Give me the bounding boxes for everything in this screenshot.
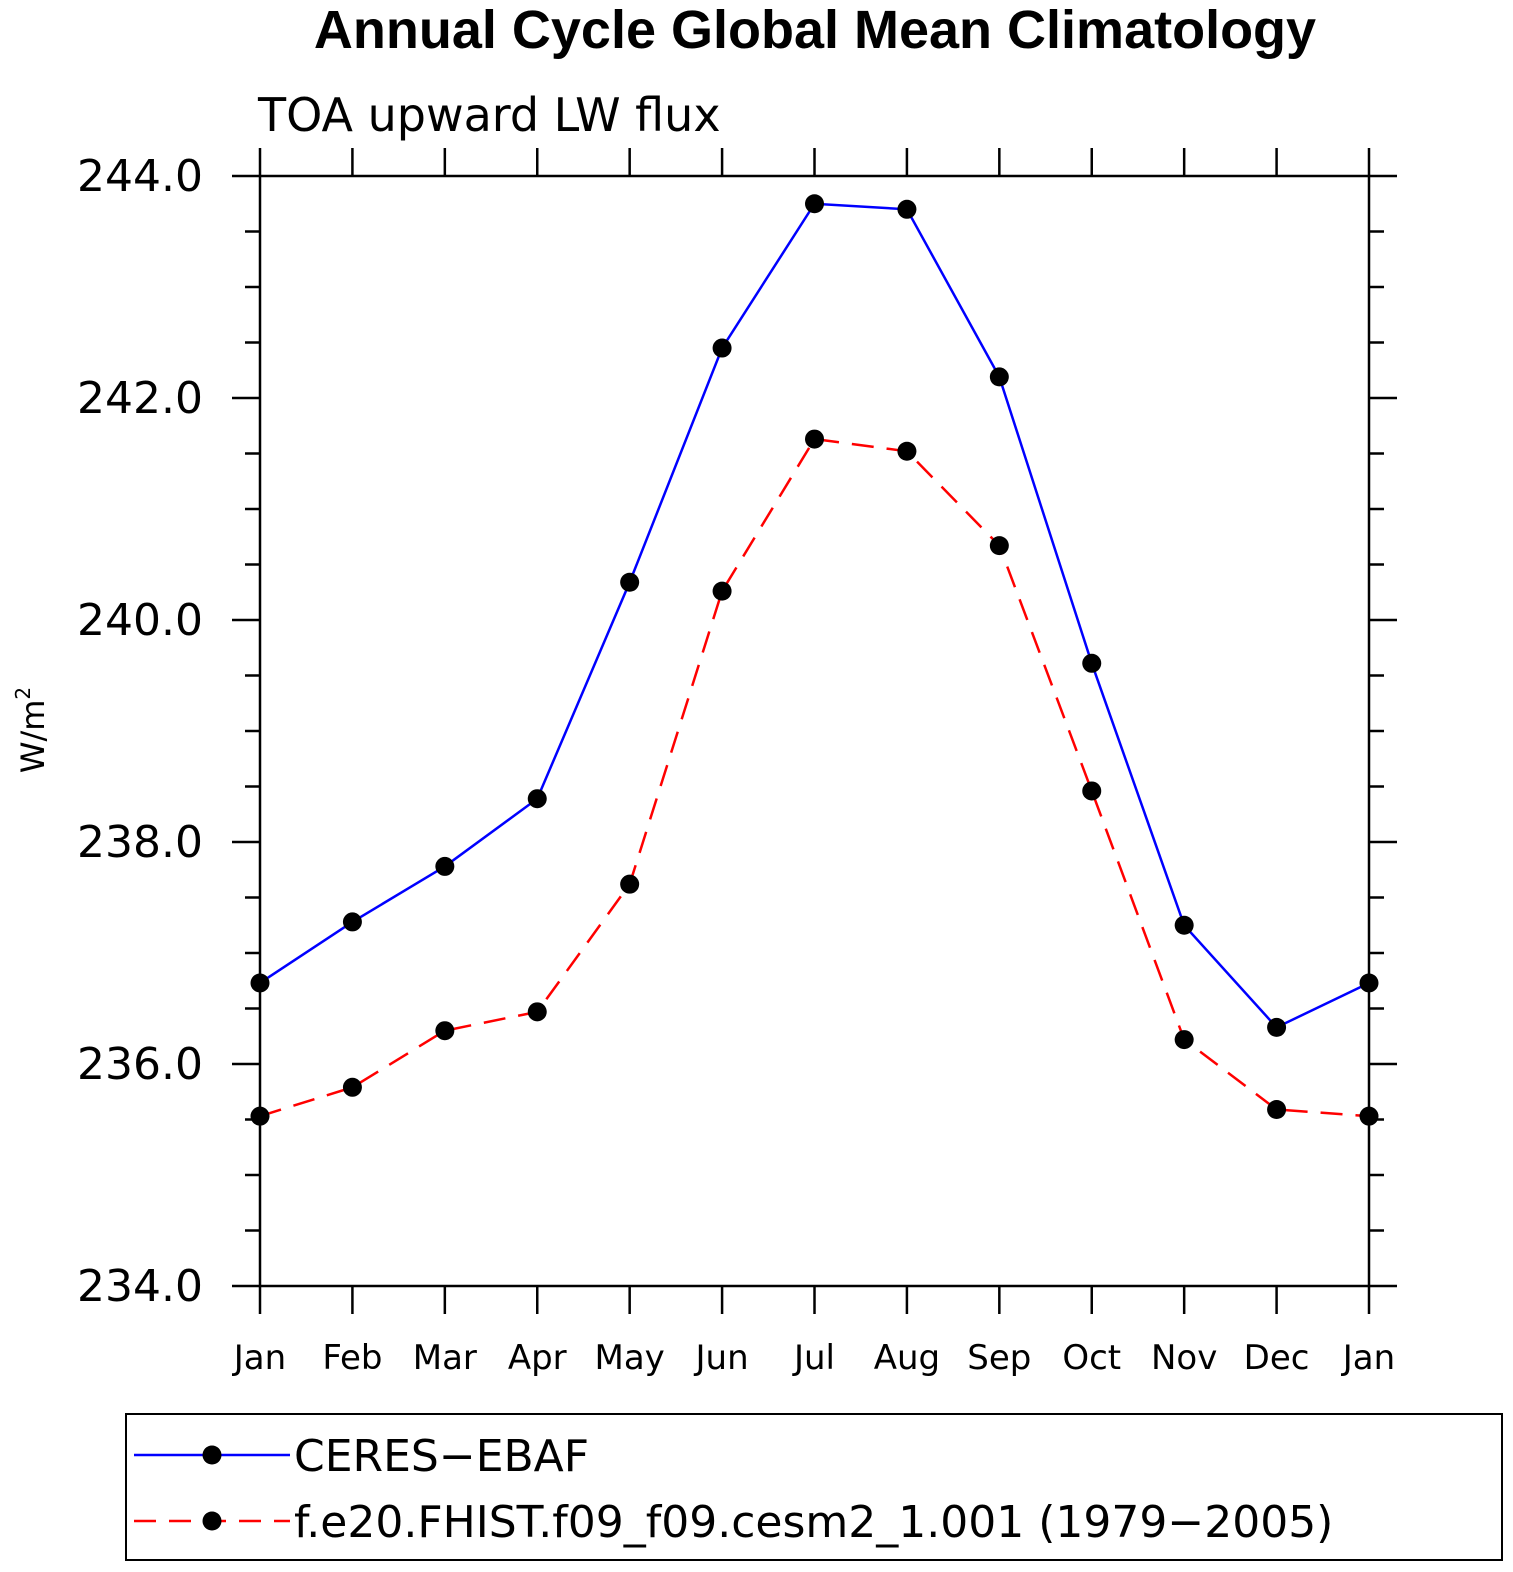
data-point bbox=[620, 874, 640, 894]
data-point bbox=[250, 1106, 270, 1126]
legend-label-2: f.e20.FHIST.f09_f09.cesm2_1.001 (1979−20… bbox=[294, 1497, 1333, 1548]
y-tick-label: 242.0 bbox=[77, 373, 203, 424]
data-point bbox=[435, 856, 455, 876]
data-point bbox=[805, 194, 824, 214]
data-point bbox=[250, 973, 270, 993]
legend-marker-1 bbox=[202, 1445, 222, 1465]
x-tick-label: May bbox=[595, 1338, 665, 1378]
data-point bbox=[527, 789, 547, 809]
x-tick-label: Jan bbox=[1341, 1338, 1395, 1378]
chart-title: Annual Cycle Global Mean Climatology bbox=[314, 0, 1316, 60]
data-point bbox=[712, 338, 732, 358]
data-point bbox=[989, 536, 1009, 556]
series-line bbox=[259, 437, 1370, 1118]
data-point bbox=[1174, 1030, 1194, 1050]
series-2 bbox=[250, 429, 1379, 1126]
data-point bbox=[1359, 1106, 1379, 1126]
data-point bbox=[435, 1021, 455, 1041]
series-group bbox=[250, 194, 1379, 1126]
y-tick-label: 240.0 bbox=[77, 595, 203, 646]
data-point bbox=[342, 912, 362, 932]
x-tick-label: Mar bbox=[413, 1338, 477, 1378]
y-tick-label: 244.0 bbox=[77, 151, 203, 202]
y-tick-label: 236.0 bbox=[77, 1039, 203, 1090]
plot-frame bbox=[258, 174, 1371, 1288]
series-line bbox=[259, 202, 1370, 1029]
x-tick-label: Jan bbox=[232, 1338, 286, 1378]
x-tick-label: Apr bbox=[508, 1338, 567, 1378]
x-tick-label: Dec bbox=[1244, 1338, 1310, 1378]
axes: 234.0 236.0 238.0 240.0 242.0 244.0 Jan Feb Mar A… bbox=[77, 148, 1397, 1378]
data-point bbox=[897, 441, 917, 461]
data-point bbox=[1082, 653, 1102, 673]
data-point bbox=[1359, 973, 1379, 993]
data-point bbox=[1267, 1017, 1287, 1037]
x-tick-label: Aug bbox=[874, 1338, 940, 1378]
data-point bbox=[1174, 915, 1194, 935]
y-tick-label: 234.0 bbox=[77, 1261, 203, 1312]
legend-label-1: CERES−EBAF bbox=[294, 1431, 589, 1482]
series-1 bbox=[250, 194, 1379, 1037]
x-tick-label: Jul bbox=[792, 1338, 835, 1378]
legend-box bbox=[125, 1413, 1503, 1561]
data-point bbox=[620, 572, 640, 592]
x-tick-label: Jun bbox=[694, 1338, 749, 1378]
legend: CERES−EBAF f.e20.FHIST.f09_f09.cesm2_1.00… bbox=[125, 1413, 1503, 1561]
x-tick-label: Oct bbox=[1062, 1338, 1121, 1378]
data-point bbox=[342, 1077, 362, 1097]
x-tick-label: Sep bbox=[967, 1338, 1031, 1378]
legend-marker-2 bbox=[202, 1511, 222, 1531]
data-point bbox=[527, 1002, 547, 1022]
data-point bbox=[805, 429, 824, 449]
data-point bbox=[1267, 1100, 1287, 1120]
data-point bbox=[1082, 781, 1102, 801]
chart-subtitle: TOA upward LW flux bbox=[257, 88, 721, 142]
y-axis-label: W/m2 bbox=[11, 687, 52, 773]
data-point bbox=[989, 367, 1009, 387]
y-tick-label: 238.0 bbox=[77, 817, 203, 868]
data-point bbox=[897, 199, 917, 219]
data-point bbox=[712, 581, 732, 601]
x-tick-label: Feb bbox=[322, 1338, 382, 1378]
x-tick-label: Nov bbox=[1151, 1338, 1217, 1378]
